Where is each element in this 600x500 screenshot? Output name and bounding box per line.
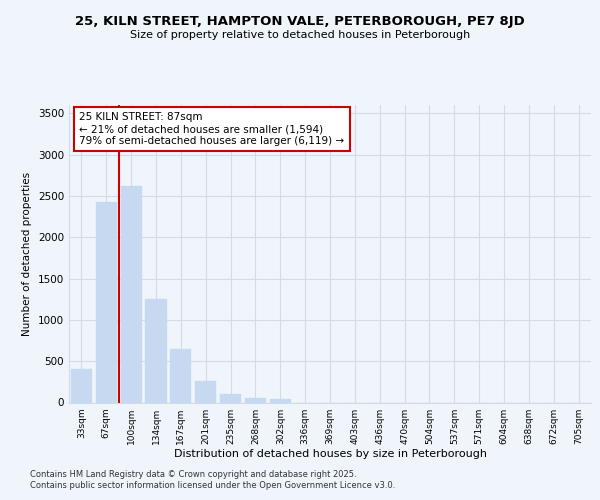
Bar bbox=[71, 370, 92, 402]
Bar bbox=[121, 186, 142, 402]
Bar bbox=[245, 398, 266, 402]
Y-axis label: Number of detached properties: Number of detached properties bbox=[22, 172, 32, 336]
Bar bbox=[170, 349, 191, 403]
Text: Contains public sector information licensed under the Open Government Licence v3: Contains public sector information licen… bbox=[30, 481, 395, 490]
Text: Size of property relative to detached houses in Peterborough: Size of property relative to detached ho… bbox=[130, 30, 470, 40]
Text: Contains HM Land Registry data © Crown copyright and database right 2025.: Contains HM Land Registry data © Crown c… bbox=[30, 470, 356, 479]
X-axis label: Distribution of detached houses by size in Peterborough: Distribution of detached houses by size … bbox=[173, 450, 487, 460]
Text: 25, KILN STREET, HAMPTON VALE, PETERBOROUGH, PE7 8JD: 25, KILN STREET, HAMPTON VALE, PETERBORO… bbox=[75, 15, 525, 28]
Bar bbox=[270, 399, 291, 402]
Bar bbox=[145, 299, 167, 403]
Bar bbox=[96, 202, 117, 402]
Bar bbox=[220, 394, 241, 402]
Bar bbox=[195, 381, 216, 402]
Text: 25 KILN STREET: 87sqm
← 21% of detached houses are smaller (1,594)
79% of semi-d: 25 KILN STREET: 87sqm ← 21% of detached … bbox=[79, 112, 344, 146]
